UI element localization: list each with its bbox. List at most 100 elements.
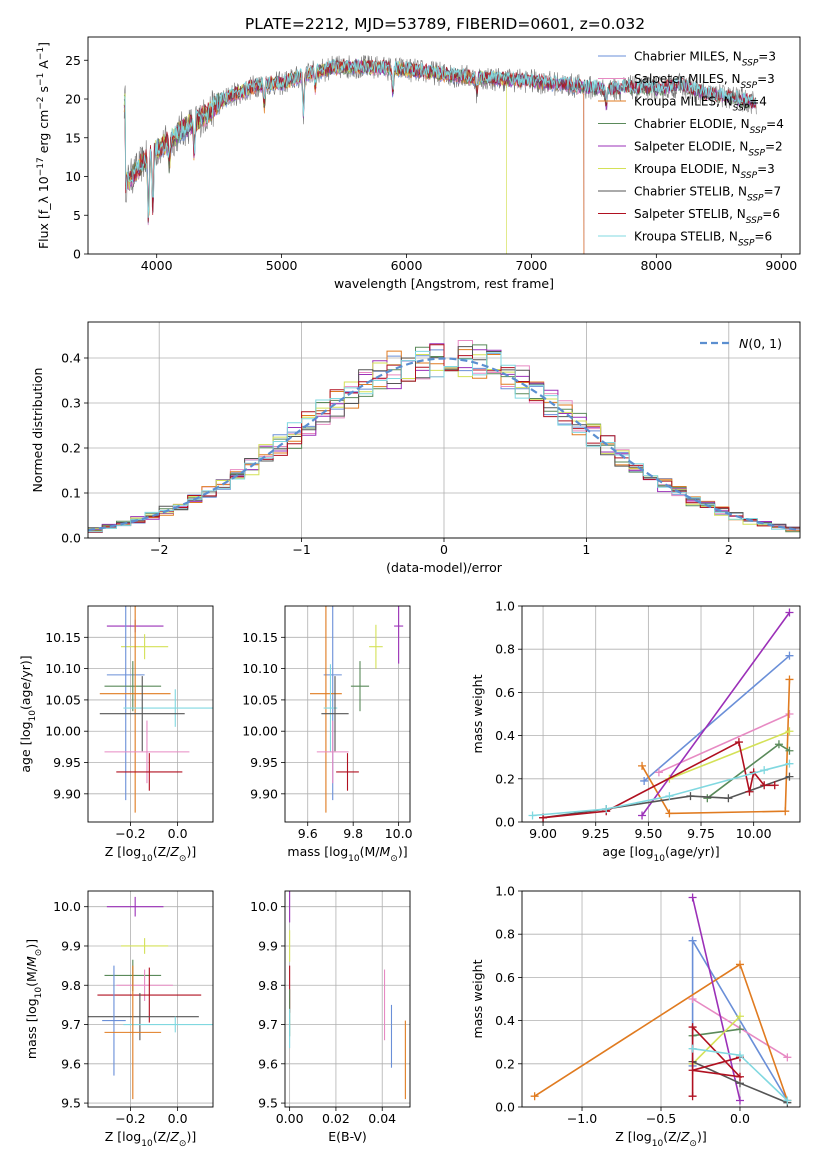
- y-tick-label: 0.0: [495, 1100, 515, 1115]
- point-kroupa-elodie: [369, 624, 383, 669]
- series-line: [692, 1015, 741, 1065]
- y-tick-label: 10.05: [242, 692, 278, 707]
- x-axis-label: Z [log10(Z/Z⊙)]: [615, 1129, 706, 1149]
- grid: [88, 891, 213, 1107]
- point-kroupa-elodie: [121, 634, 169, 660]
- figure-title: PLATE=2212, MJD=53789, FIBERID=0601, z=0…: [245, 15, 645, 33]
- legend-label: Salpeter MILES, NSSP=3: [634, 72, 775, 91]
- legend-label: Kroupa ELODIE, NSSP=3: [634, 162, 775, 181]
- series-marker: [785, 710, 794, 718]
- series-marker: [665, 809, 674, 818]
- legend-label: Salpeter STELIB, NSSP=6: [634, 207, 780, 226]
- x-tick-label: 0.04: [368, 1111, 396, 1126]
- point-kroupa-elodie: [121, 938, 169, 954]
- point-chabrier-miles: [106, 606, 145, 801]
- series-marker: [640, 776, 649, 785]
- y-tick-label: 9.90: [250, 786, 278, 801]
- point-salpeter-miles: [316, 720, 349, 784]
- y-tick-label: 10.05: [45, 692, 81, 707]
- series-line: [669, 730, 790, 780]
- point-kroupa-stelib: [123, 689, 213, 727]
- y-tick-label: 0.4: [61, 351, 81, 366]
- y-tick-label: 9.7: [61, 1017, 81, 1032]
- point-kroupa-miles: [310, 606, 342, 813]
- axes-mass-vs-EBV: 0.00 0.02 0.04 9.5 9.6 9.7 9.8 9.9 10.0 E(B-V): [250, 890, 411, 1144]
- y-tick-label: 10: [65, 169, 81, 184]
- x-tick-label: −0.2: [115, 826, 145, 841]
- plots: 4000 5000 6000 7000 8000 90000510152025wavele…: [18, 36, 801, 1149]
- series-chabrier-miles: [640, 651, 794, 785]
- x-tick-label: −0.5: [646, 1111, 676, 1126]
- series-marker: [688, 1044, 697, 1053]
- series-line: [691, 1025, 743, 1097]
- y-tick-label: 10.10: [45, 661, 81, 676]
- plot-area: [88, 340, 800, 533]
- plot-area: [123, 55, 757, 254]
- series-marker: [781, 807, 790, 816]
- series-line: [543, 740, 775, 819]
- x-tick-label: 0.0: [168, 1111, 188, 1126]
- series-marker: [735, 1051, 744, 1060]
- x-axis-label: age [log10(age/yr)]: [602, 844, 719, 864]
- series-line: [658, 713, 790, 774]
- series-marker: [770, 781, 779, 790]
- y-tick-label: 10.0: [53, 899, 81, 914]
- y-tick-label: 0.2: [61, 441, 81, 456]
- axes-age-vs-Z: −0.2 0.0 9.90 9.95 10.00 10.05 10.10 10.15 Z [lo…: [18, 605, 214, 864]
- y-tick-label: 25: [65, 53, 81, 68]
- point-salpeter-miles: [104, 720, 190, 784]
- series-kroupa-miles: [638, 675, 794, 818]
- series-marker: [785, 759, 794, 768]
- series-marker: [688, 893, 697, 902]
- series-marker: [638, 811, 647, 820]
- series-marker: [785, 651, 794, 660]
- x-tick-label: 9.25: [582, 826, 610, 841]
- point-chabrier-elodie: [104, 661, 162, 712]
- axes-frame: [87, 890, 214, 1108]
- legend-label: Chabrier MILES, NSSP=3: [634, 50, 776, 69]
- series-marker: [688, 1066, 697, 1075]
- point-salpeter-miles: [116, 969, 173, 1001]
- y-tick-label: 0.8: [495, 927, 515, 942]
- axes-frame: [521, 605, 801, 823]
- series-chabrier-elodie: [703, 740, 794, 803]
- y-tick-label: 9.95: [53, 755, 81, 770]
- series-marker: [745, 787, 754, 796]
- y-tick-label: 1.0: [495, 599, 515, 614]
- point-salpeter-elodie: [106, 896, 164, 917]
- legend-label: N(0, 1): [739, 336, 782, 351]
- series-marker: [530, 1092, 539, 1101]
- legend-label: Chabrier STELIB, NSSP=7: [634, 185, 781, 204]
- legend-label: Kroupa MILES, NSSP=4: [634, 95, 767, 114]
- x-tick-label: 7000: [516, 258, 548, 273]
- axes-frame: [87, 321, 801, 539]
- point-chabrier-miles: [102, 965, 126, 1076]
- series-marker: [703, 794, 712, 803]
- series-marker: [735, 1012, 744, 1021]
- x-axis-label: Z [log10(Z/Z⊙)]: [105, 1129, 196, 1149]
- x-tick-label: 9000: [765, 258, 797, 273]
- series-marker: [734, 738, 743, 747]
- normal-curve: [88, 357, 800, 532]
- series-marker: [686, 792, 695, 801]
- x-axis-label: Z [log10(Z/Z⊙)]: [105, 844, 196, 864]
- point-salpeter-stelib: [336, 753, 359, 791]
- y-tick-label: 0.6: [495, 685, 515, 700]
- legend: N(0, 1): [700, 336, 782, 351]
- y-axis-label: Flux [f_λ 10−17 erg cm−2 s−1 A−1]: [36, 42, 51, 249]
- point-kroupa-miles: [104, 965, 162, 1100]
- series-marker: [688, 936, 697, 945]
- series-line: [641, 612, 791, 816]
- axes-frame: [284, 890, 411, 1108]
- series-marker: [785, 608, 794, 617]
- series-marker: [785, 727, 794, 736]
- series-kroupa-stelib: [528, 759, 794, 820]
- x-tick-label: 0.00: [276, 1111, 304, 1126]
- grid: [285, 891, 410, 1107]
- x-tick-label: −1.0: [567, 1111, 597, 1126]
- y-tick-label: 0.6: [495, 970, 515, 985]
- series-marker: [654, 768, 663, 777]
- y-tick-label: 9.9: [61, 938, 81, 953]
- axes-frame: [87, 36, 801, 255]
- axes-frame: [87, 605, 214, 823]
